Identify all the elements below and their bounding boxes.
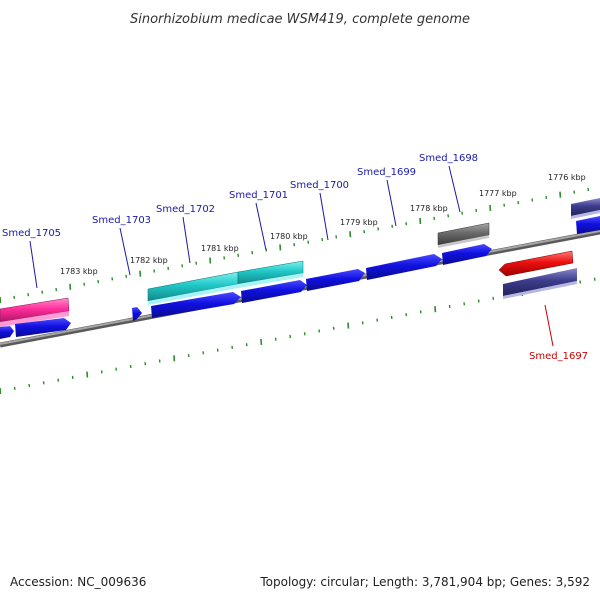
gene-label-smed-1698[interactable]: Smed_1698 bbox=[419, 153, 478, 164]
label-pointers bbox=[29, 165, 554, 347]
cds-arrow bbox=[366, 254, 442, 280]
tick-row-inner bbox=[0, 187, 590, 304]
cds-arrow bbox=[576, 216, 600, 234]
cds-arrow bbox=[151, 292, 241, 318]
gene-label-smed-1697[interactable]: Smed_1697 bbox=[529, 351, 588, 362]
gene-smed-1697-feature[interactable] bbox=[498, 250, 577, 299]
gene-label-smed-1703[interactable]: Smed_1703 bbox=[92, 215, 151, 226]
kbp-label: 1778 kbp bbox=[410, 204, 448, 213]
kbp-label: 1781 kbp bbox=[201, 244, 239, 253]
kbp-label: 1777 kbp bbox=[479, 189, 517, 198]
kbp-label: 1780 kbp bbox=[270, 232, 308, 241]
cds-arrow bbox=[306, 269, 365, 291]
cds-arrow bbox=[15, 318, 71, 337]
kbp-label: 1783 kbp bbox=[60, 267, 98, 276]
cds-arrow bbox=[241, 280, 307, 303]
kbp-label: 1782 kbp bbox=[130, 256, 168, 265]
gene-smed-1697-lower-feature bbox=[503, 268, 577, 296]
genome-summary-text: Topology: circular; Length: 3,781,904 bp… bbox=[259, 575, 590, 589]
map-title: Sinorhizobium medicae WSM419, complete g… bbox=[130, 12, 470, 27]
gene-smed-1698-feature[interactable] bbox=[437, 222, 490, 248]
kbp-label: 1776 kbp bbox=[548, 173, 586, 182]
gene-feature-top-right[interactable] bbox=[571, 198, 600, 219]
cds-row-lower[interactable] bbox=[0, 216, 600, 339]
gene-label-smed-1705[interactable]: Smed_1705 bbox=[2, 228, 61, 239]
gene-smed-1701-feature[interactable] bbox=[237, 260, 304, 288]
gene-label-smed-1700[interactable]: Smed_1700 bbox=[290, 180, 349, 191]
kbp-label: 1779 kbp bbox=[340, 218, 378, 227]
gene-label-smed-1699[interactable]: Smed_1699 bbox=[357, 167, 416, 178]
accession-text: Accession: NC_009636 bbox=[10, 575, 146, 589]
gene-label-smed-1701[interactable]: Smed_1701 bbox=[229, 190, 288, 201]
gene-labels: Smed_1705 Smed_1703 Smed_1702 Smed_1701 … bbox=[2, 153, 588, 362]
tick-row-outer bbox=[0, 277, 596, 395]
gene-smed-1705-feature[interactable] bbox=[0, 297, 70, 327]
gene-label-smed-1702[interactable]: Smed_1702 bbox=[156, 204, 215, 215]
cds-arrow bbox=[132, 307, 142, 321]
kbp-labels: 1783 kbp 1782 kbp 1781 kbp 1780 kbp 1779… bbox=[60, 173, 586, 276]
cds-arrow bbox=[442, 244, 492, 265]
